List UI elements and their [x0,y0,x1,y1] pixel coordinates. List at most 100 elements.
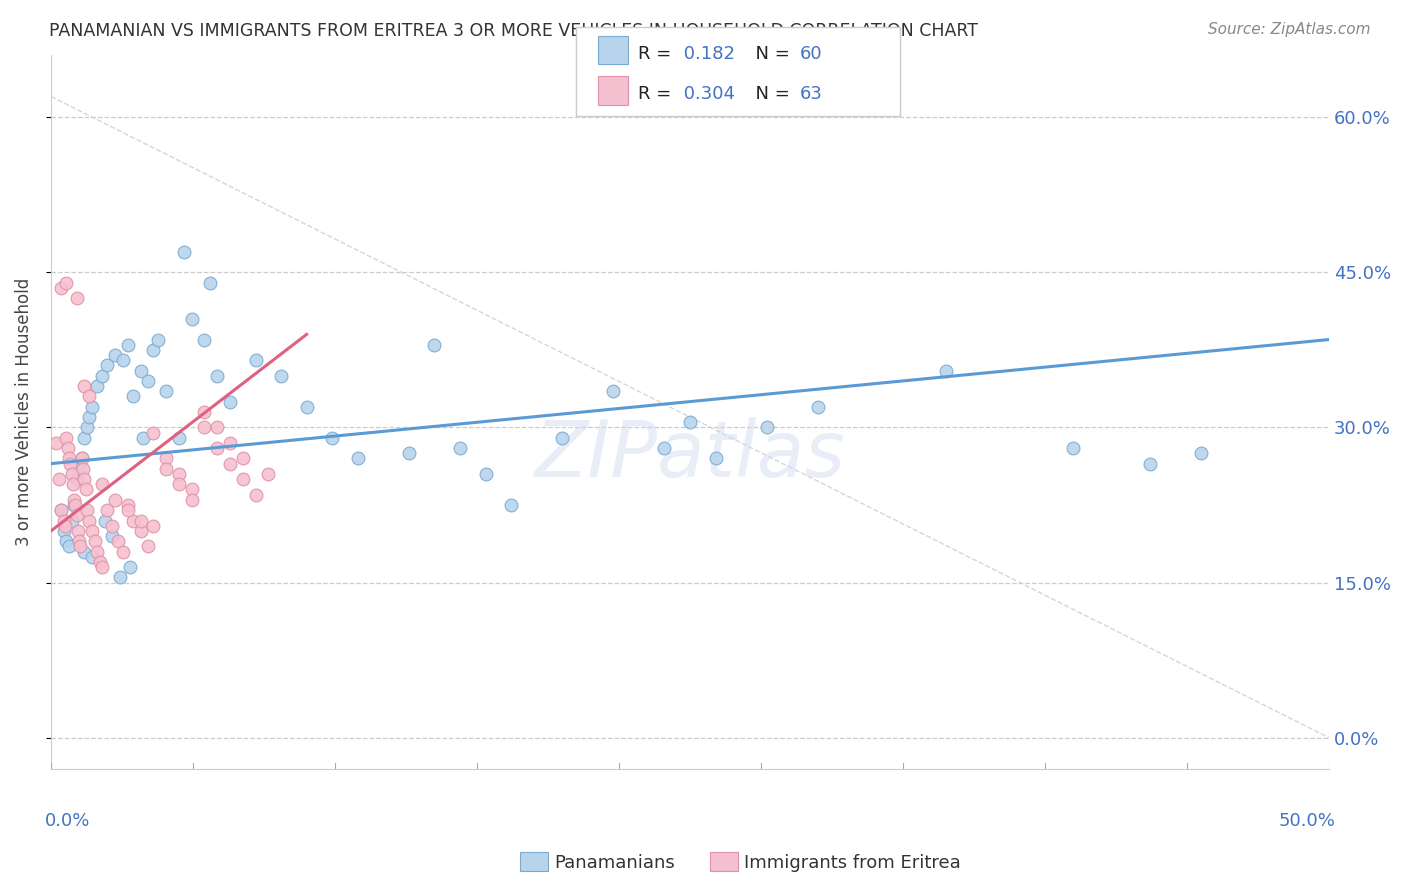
Text: 60: 60 [800,45,823,62]
Point [96,359,118,373]
Point [173,244,195,259]
Text: N =: N = [744,85,796,103]
Point [180,311,202,326]
Point [1062,441,1084,455]
Point [270,368,292,383]
Text: Immigrants from Eritrea: Immigrants from Eritrea [744,854,960,871]
Text: PANAMANIAN VS IMMIGRANTS FROM ERITREA 3 OR MORE VEHICLES IN HOUSEHOLD CORRELATIO: PANAMANIAN VS IMMIGRANTS FROM ERITREA 3 … [49,22,979,40]
Y-axis label: 3 or more Vehicles in Household: 3 or more Vehicles in Household [15,277,32,546]
Point [91,477,114,491]
Point [232,472,254,486]
Point [63,492,86,507]
Point [132,431,155,445]
Point [136,540,159,554]
Point [60,514,83,528]
Point [48,472,70,486]
Point [69,540,91,554]
Point [53,518,76,533]
Point [75,483,97,497]
Point [129,363,152,377]
Point [111,544,134,558]
Point [45,436,67,450]
Point [807,400,830,414]
Point [65,291,87,305]
Point [62,477,84,491]
Point [52,514,75,528]
Point [193,333,215,347]
Point [117,337,139,351]
Point [55,534,77,549]
Point [108,570,131,584]
Text: R =: R = [638,85,678,103]
Point [59,457,82,471]
Text: Panamanians: Panamanians [554,854,675,871]
Point [167,431,190,445]
Text: Source: ZipAtlas.com: Source: ZipAtlas.com [1208,22,1371,37]
Point [76,503,98,517]
Point [80,400,103,414]
Point [72,462,94,476]
Point [67,462,90,476]
Point [65,508,87,523]
Point [551,431,574,445]
Point [73,379,96,393]
Point [755,420,778,434]
Point [257,467,280,481]
Point [104,348,127,362]
Point [101,529,124,543]
Point [120,560,142,574]
Point [55,431,77,445]
Point [193,420,215,434]
Point [602,384,624,399]
Point [193,405,215,419]
Point [66,524,89,538]
Point [70,451,93,466]
Point [679,415,702,429]
Text: 63: 63 [800,85,823,103]
Point [51,503,73,517]
Point [56,441,79,455]
Point [1189,446,1212,460]
Point [104,492,127,507]
Point [398,446,420,460]
Point [91,368,114,383]
Point [58,451,80,466]
Point [245,488,267,502]
Point [60,467,83,481]
Point [101,518,124,533]
Point [67,534,90,549]
Point [219,394,242,409]
Point [155,384,177,399]
Point [93,514,115,528]
Point [155,451,177,466]
Point [232,451,254,466]
Point [79,410,101,425]
Text: 0.182: 0.182 [678,45,735,62]
Point [111,353,134,368]
Text: R =: R = [638,45,678,62]
Point [121,514,143,528]
Point [58,540,80,554]
Point [219,457,242,471]
Point [167,467,190,481]
Point [76,420,98,434]
Point [96,503,118,517]
Point [180,492,202,507]
Point [117,503,139,517]
Point [474,467,496,481]
Point [79,514,101,528]
Point [501,498,523,512]
Point [63,498,86,512]
Point [219,436,242,450]
Point [654,441,676,455]
Point [935,363,957,377]
Point [91,560,114,574]
Point [1139,457,1161,471]
Point [55,276,77,290]
Point [205,420,228,434]
Point [155,462,177,476]
Point [198,276,221,290]
Point [142,518,165,533]
Point [51,503,73,517]
Text: 0.0%: 0.0% [45,812,90,830]
